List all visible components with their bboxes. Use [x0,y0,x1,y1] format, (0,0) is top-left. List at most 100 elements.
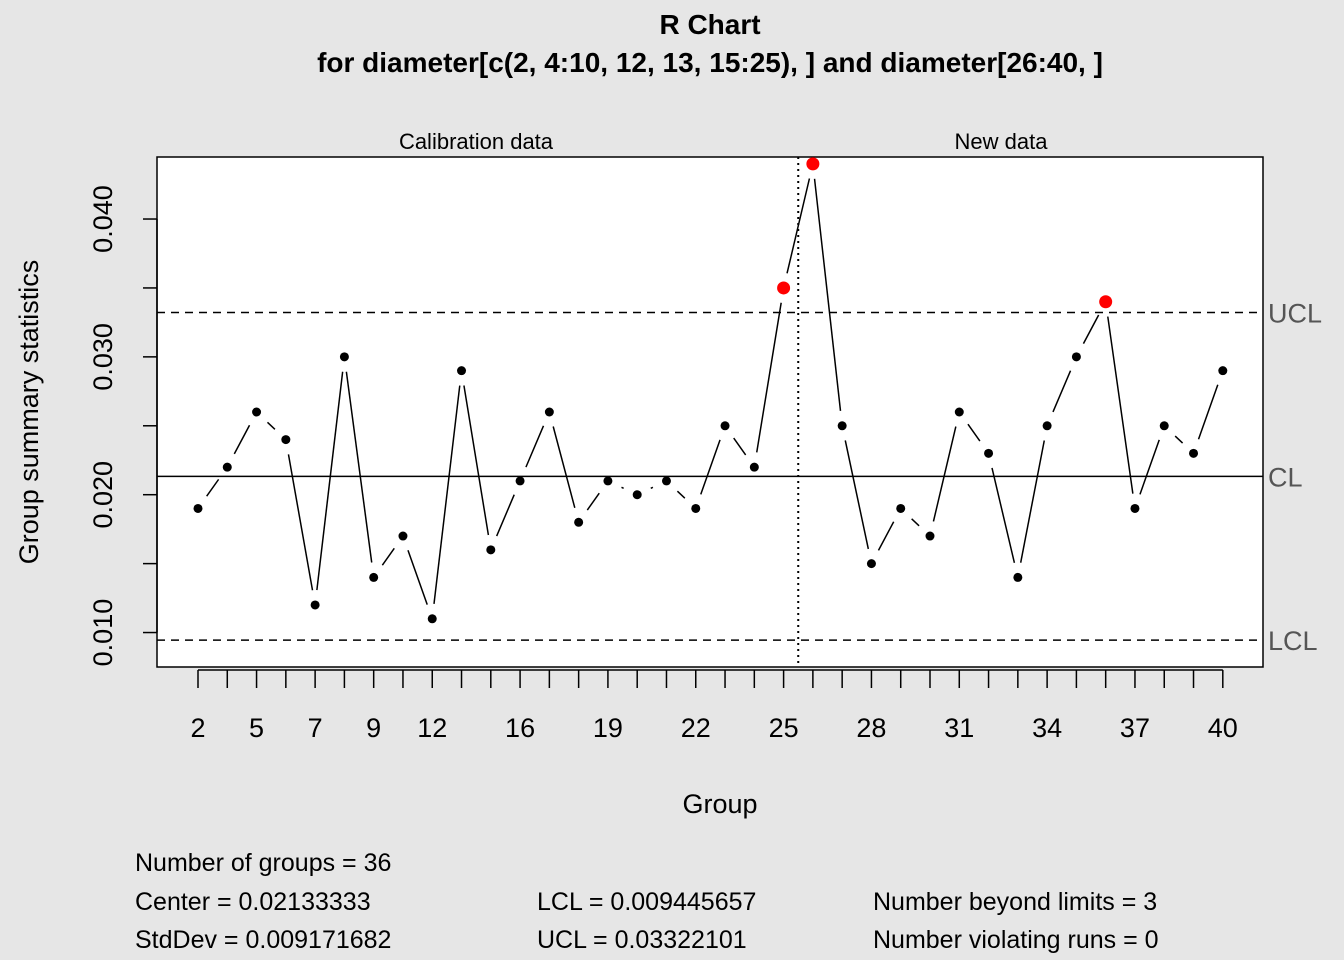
series-segment [495,494,515,537]
series-segment [1019,440,1046,563]
data-point [193,503,203,513]
series-segment [676,490,686,499]
data-point [1189,448,1199,458]
series-segment [381,547,395,566]
series-segment [911,518,920,527]
stat-stddev: StdDev = 0.009171682 [135,926,391,954]
section-label-calibration: Calibration data [399,129,554,154]
data-point-violation [1099,295,1113,309]
series-segment [755,302,782,453]
x-tick-label: 19 [593,713,623,743]
series-segment [266,421,276,430]
series-segment [463,385,490,536]
data-point [427,614,437,624]
data-point [369,572,379,582]
series-segment [786,178,811,274]
y-tick-label: 0.010 [88,599,118,667]
series-segment [525,425,545,468]
data-point [603,476,613,486]
data-point [1071,352,1081,362]
data-point [398,531,408,541]
series-segment [1052,370,1072,413]
stat-lcl: LCL = 0.009445657 [537,888,756,916]
data-point [984,448,994,458]
series-segment [991,467,1016,563]
series-segment [552,426,576,508]
x-tick-label: 31 [944,713,974,743]
series-segment [621,486,624,489]
x-tick-label: 2 [190,713,205,743]
section-label-new: New data [955,129,1049,154]
data-point [281,435,291,445]
lcl-label: LCL [1268,626,1318,656]
series-segment [287,454,314,591]
data-point [866,559,876,569]
data-point [632,490,642,500]
data-point [310,600,320,610]
x-tick-label: 34 [1032,713,1062,743]
y-tick-label: 0.020 [88,461,118,529]
data-point [486,545,496,555]
stat-beyond-limits: Number beyond limits = 3 [873,888,1157,916]
data-point [1042,421,1052,431]
series-segment [1139,439,1160,495]
data-point [574,517,584,527]
x-tick-label: 5 [249,713,264,743]
x-tick-label: 9 [366,713,381,743]
x-tick-label: 16 [505,713,535,743]
data-point [544,407,554,417]
plot-panel [156,156,1264,668]
stat-center: Center = 0.02133333 [135,888,371,916]
data-point [339,352,349,362]
data-point [1159,421,1169,431]
data-point [896,503,906,513]
series-segment [967,423,981,442]
series-segment [586,492,600,511]
data-point [1013,572,1023,582]
series-segment [1174,435,1184,444]
data-point [252,407,262,417]
chart-title: R Chart [659,9,760,40]
series-segment [206,478,220,497]
data-point [720,421,730,431]
series-segment [1107,316,1134,494]
series-segment [650,486,654,489]
x-tick-label: 12 [417,713,447,743]
x-tick-label: 25 [769,713,799,743]
stat-ucl: UCL = 0.03322101 [537,926,747,954]
data-point [1218,366,1228,376]
x-axis-label: Group [682,789,757,819]
series-segment [932,426,957,522]
series-segment [316,371,344,591]
series-segment [233,424,251,455]
series-segment [345,371,373,563]
y-tick-label: 0.030 [88,323,118,391]
series-segment [1197,384,1219,440]
stat-violating-runs: Number violating runs = 0 [873,926,1159,954]
series-segment [433,385,461,604]
y-tick-label: 0.040 [88,185,118,253]
x-tick-label: 28 [856,713,886,743]
x-tick-label: 22 [681,713,711,743]
series-segment [700,439,721,495]
series-segment [733,437,747,456]
data-point [749,462,759,472]
data-point [691,503,701,513]
stat-number-of-groups: Number of groups = 36 [135,849,391,877]
series-segment [877,521,895,551]
cl-label: CL [1268,462,1303,492]
chart-subtitle: for diameter[c(2, 4:10, 12, 13, 15:25), … [317,47,1103,78]
x-tick-label: 40 [1208,713,1238,743]
data-point [925,531,935,541]
data-point [515,476,525,486]
series-segment [813,178,842,411]
data-point-violation [806,157,820,171]
data-point [954,407,964,417]
series-segment [407,549,428,605]
series-segment [1082,314,1100,344]
y-axis-label: Group summary statistics [14,260,44,565]
data-point [457,366,467,376]
data-point [837,421,847,431]
